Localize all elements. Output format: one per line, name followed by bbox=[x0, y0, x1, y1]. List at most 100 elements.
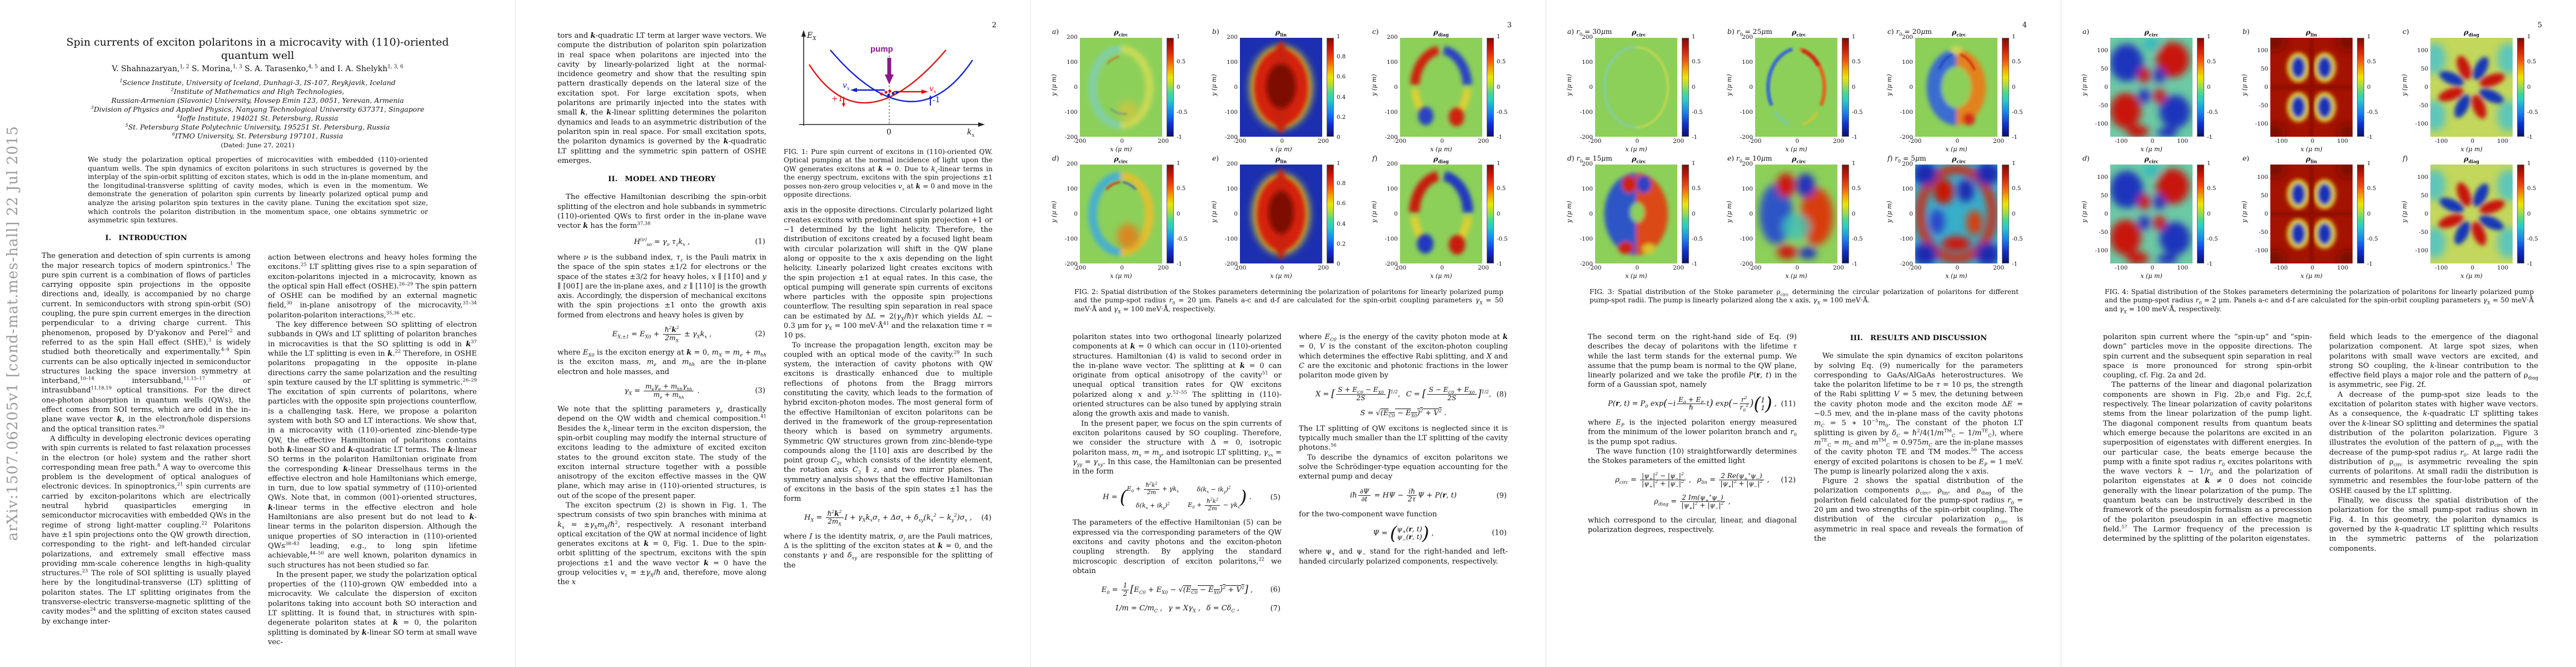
x-tick-label: 0 bbox=[1795, 138, 1800, 145]
x-tick-label: -100 bbox=[2435, 265, 2448, 271]
panel-title: ρcirc bbox=[1952, 155, 1966, 165]
x-tick-label: 200 bbox=[1158, 265, 1169, 271]
paragraph: The key difference between SO splitting … bbox=[268, 321, 477, 570]
colorbar-tick-label: -1 bbox=[2527, 135, 2533, 141]
colorbar-tick-label: 0.4 bbox=[1337, 221, 1346, 227]
colorbar-tick-label: 0.5 bbox=[2527, 186, 2537, 192]
x-axis-label: x (μ m) bbox=[2300, 146, 2323, 153]
colorbar-ticks: 1 0.5 0 -0.5 -1 bbox=[1692, 34, 1708, 141]
x-axis-label: x (μ m) bbox=[2140, 272, 2163, 280]
x-tick-label: -200 bbox=[1748, 265, 1762, 271]
panel-tag: c) bbox=[1372, 28, 1379, 36]
equation-2: EX,±1 = EX0 + ℏ2k2 2mX ± γXkx , (2) bbox=[612, 325, 765, 343]
colorbar-ticks: 1 0.5 0 -0.5 -1 bbox=[1177, 34, 1193, 141]
y-axis-label: y (μ m) bbox=[1210, 74, 1218, 96]
y-tick-label: -50 bbox=[2099, 102, 2108, 109]
y-tick-label: 0 bbox=[1749, 211, 1753, 217]
colorbar-tick-label: 1 bbox=[2527, 161, 2531, 167]
y-axis-ticks: 200 100 0 -100 -200 bbox=[1058, 161, 1078, 267]
y-axis-ticks: 200 100 0 -100 -200 bbox=[1573, 161, 1593, 267]
heatmap-plot bbox=[1755, 38, 1837, 137]
colorbar-tick-label: 0 bbox=[1337, 261, 1341, 267]
y-tick-label: 200 bbox=[1742, 161, 1753, 167]
y-tick-label: -100 bbox=[2095, 247, 2108, 254]
colorbar-ticks: 1 0.8 0.6 0.4 0.2 0 bbox=[1337, 161, 1353, 267]
colorbar-tick-label: 1 bbox=[1177, 34, 1180, 40]
equation-4: HX = ℏ2k2 2mX I + γXkxσz + Δσx + δxy(kx2 −… bbox=[804, 509, 991, 527]
y-tick-label: 0 bbox=[1749, 84, 1753, 91]
colorbar-tick-label: -1 bbox=[1177, 135, 1182, 141]
colorbar-tick-label: 0 bbox=[2527, 211, 2531, 217]
y-tick-label: -100 bbox=[1740, 236, 1753, 242]
y-axis-label: y (μ m) bbox=[1726, 74, 1733, 96]
heatmap-plot bbox=[2430, 38, 2513, 137]
y-tick-label: -200 bbox=[1224, 261, 1238, 267]
colorbar-tick-label: 0.5 bbox=[2012, 59, 2021, 66]
y-axis-label: y (μ m) bbox=[2081, 74, 2088, 96]
colorbar-tick-label: 0.5 bbox=[2012, 186, 2021, 192]
y-tick-label: -100 bbox=[1224, 236, 1238, 242]
colorbar-tick-label: 0 bbox=[2012, 211, 2016, 217]
colorbar-tick-label: 0 bbox=[1692, 211, 1696, 217]
heatmap-panel: c) ρdiag 100 50 0 -50 -100 y (μ m) 1 0.5 0 -0.5… bbox=[2401, 28, 2562, 155]
y-tick-label: 200 bbox=[1582, 161, 1593, 167]
x-tick-label: 200 bbox=[1478, 138, 1489, 145]
heatmap-image bbox=[2270, 165, 2353, 263]
panel-tag: b) r0 = 25μm bbox=[1727, 28, 1772, 37]
paragraph: for the two-component wave function bbox=[1299, 510, 1437, 519]
y-axis-label: y (μ m) bbox=[1371, 74, 1378, 96]
colorbar-tick-label: 0 bbox=[1497, 84, 1501, 91]
y-tick-label: -200 bbox=[1900, 134, 1913, 141]
y-tick-label: 100 bbox=[1582, 186, 1593, 192]
x-tick-label: 200 bbox=[1833, 138, 1844, 145]
equation-9: iℏ ∂Ψ ∂t = HΨ − iℏ 2τ Ψ + P(r, t) (9) bbox=[1350, 487, 1507, 504]
colorbar-tick-label: -0.5 bbox=[2527, 236, 2538, 242]
equation-5: H = (E0 + ℏ2k2 2m + γkx δ(kx − iky)2 δ(kx +… bbox=[1103, 481, 1280, 512]
y-tick-label: -200 bbox=[1740, 134, 1753, 141]
panel-tag: d) bbox=[2082, 155, 2090, 162]
section-heading-model: II. MODEL AND THEORY bbox=[608, 175, 716, 184]
x-tick-label: 0 bbox=[2310, 138, 2315, 145]
y-tick-label: 200 bbox=[1387, 34, 1398, 41]
colorbar-ticks: 1 0.5 0 -0.5 -1 bbox=[2527, 161, 2544, 267]
panel-title: ρcirc bbox=[2144, 28, 2159, 38]
colorbar-tick-label: 1 bbox=[1497, 34, 1501, 40]
paragraph: where EP is the injected polariton energ… bbox=[1588, 419, 1797, 446]
colorbar-ticks: 1 0.5 0 -0.5 -1 bbox=[2207, 34, 2224, 141]
x-tick-label: 100 bbox=[2177, 138, 2188, 145]
section-heading-results: III. RESULTS AND DISCUSSION bbox=[1850, 334, 1987, 342]
heatmap-image bbox=[1240, 38, 1322, 137]
y-axis-ticks: 100 50 0 -50 -100 bbox=[2248, 34, 2268, 141]
colorbar-ticks: 1 0.5 0 -0.5 -1 bbox=[2367, 34, 2384, 141]
colorbar-tick-label: -1 bbox=[2207, 261, 2213, 267]
heatmap-panel: d) r0 = 15μm ρcirc 200 100 0 -100 -200 y (μ … bbox=[1566, 155, 1726, 281]
colorbar bbox=[2357, 165, 2364, 263]
panel-tag: e) bbox=[1212, 155, 1219, 162]
paragraph: where EX0 is the exciton energy at k = 0… bbox=[557, 349, 767, 376]
colorbar-ticks: 1 0.5 0 -0.5 -1 bbox=[1177, 161, 1193, 267]
x-tick-label: 0 bbox=[1635, 265, 1640, 271]
x-tick-label: -200 bbox=[1393, 138, 1407, 145]
heatmap-image bbox=[2110, 38, 2193, 137]
y-axis-ticks: 200 100 0 -100 -200 bbox=[1218, 34, 1238, 141]
colorbar-ticks: 1 0.5 0 -0.5 -1 bbox=[2527, 34, 2544, 141]
colorbar-tick-label: -0.5 bbox=[1177, 109, 1188, 116]
x-axis-ticks: -200 0 200 bbox=[1909, 138, 2004, 145]
heatmap-panel: c) r0 = 20μm ρcirc 200 100 0 -100 -200 y (μ … bbox=[1886, 28, 2046, 155]
colorbar-tick-label: -1 bbox=[1177, 261, 1182, 267]
x-axis-label: x (μ m) bbox=[1110, 272, 1132, 280]
paragraph: Figure 2 shows the spatial distribution … bbox=[1814, 477, 2023, 543]
x-tick-label: -200 bbox=[1393, 265, 1407, 271]
x-axis-ticks: -200 0 200 bbox=[1393, 265, 1489, 271]
colorbar-tick-label: 1 bbox=[1852, 34, 1856, 40]
y-tick-label: -100 bbox=[2415, 247, 2428, 254]
colorbar-tick-label: 0.5 bbox=[1852, 59, 1861, 66]
colorbar-tick-label: 1 bbox=[2527, 34, 2531, 40]
colorbar-tick-label: 0.2 bbox=[1337, 114, 1346, 121]
panel-tag: f) bbox=[1372, 155, 1378, 162]
y-tick-label: 0 bbox=[1234, 211, 1238, 217]
y-tick-label: -100 bbox=[2415, 121, 2428, 127]
colorbar bbox=[1487, 165, 1494, 263]
affiliation-line: 4Ioffe Institute, 194021 St. Petersburg,… bbox=[177, 113, 338, 122]
y-tick-label: 50 bbox=[2100, 66, 2108, 72]
